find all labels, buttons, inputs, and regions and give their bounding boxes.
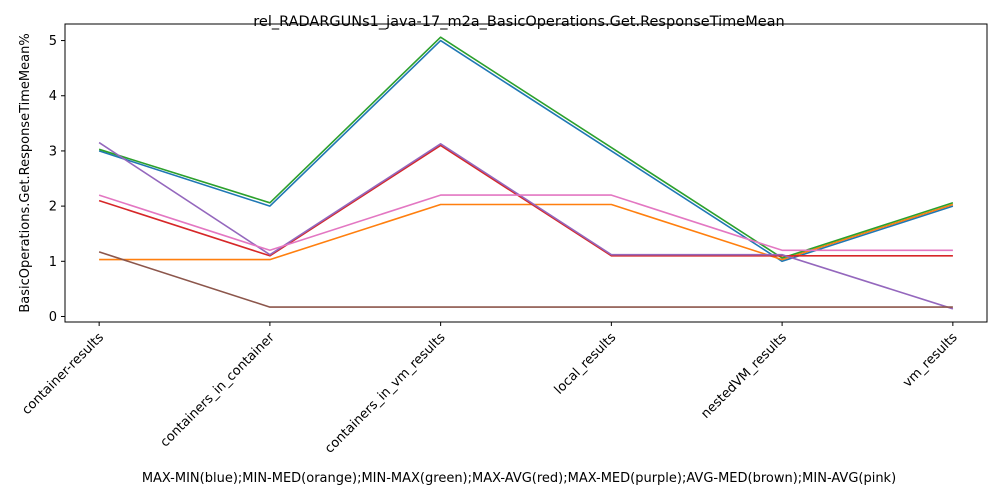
y-tick-label: 2 bbox=[49, 200, 57, 215]
series-group bbox=[98, 36, 954, 310]
x-tick-label: containers_in_vm_results bbox=[322, 330, 448, 456]
y-tick-label: 0 bbox=[49, 310, 57, 325]
x-tick-label: nestedVM_results bbox=[698, 330, 790, 422]
chart-title: rel_RADARGUNs1_java-17_m2a_BasicOperatio… bbox=[253, 14, 784, 30]
series-line-4 bbox=[98, 141, 954, 310]
series-line-1 bbox=[99, 203, 954, 261]
x-axis: container-results containers_in_container… bbox=[19, 322, 961, 457]
x-axis-label: MAX-MIN(blue);MIN-MED(orange);MIN-MAX(gr… bbox=[142, 471, 896, 486]
x-tick-label: local_results bbox=[552, 330, 620, 398]
series-line-0 bbox=[98, 39, 954, 263]
y-tick-label: 4 bbox=[49, 89, 57, 104]
plot-area bbox=[64, 23, 988, 323]
y-axis: 0 1 2 3 4 5 bbox=[49, 34, 65, 325]
series-line-5 bbox=[98, 251, 953, 308]
x-tick-label: containers_in_container bbox=[158, 330, 279, 451]
y-axis-label: BasicOperations.Get.ResponseTimeMean% bbox=[18, 33, 33, 312]
x-tick-label: container-results bbox=[19, 330, 107, 418]
series-line-3 bbox=[98, 144, 953, 257]
y-tick-label: 5 bbox=[49, 34, 57, 49]
y-tick-label: 3 bbox=[49, 144, 57, 159]
y-tick-label: 1 bbox=[49, 255, 57, 270]
series-line-6 bbox=[98, 194, 953, 252]
series-line-2 bbox=[98, 36, 954, 259]
x-tick-label: vm_results bbox=[900, 330, 961, 391]
